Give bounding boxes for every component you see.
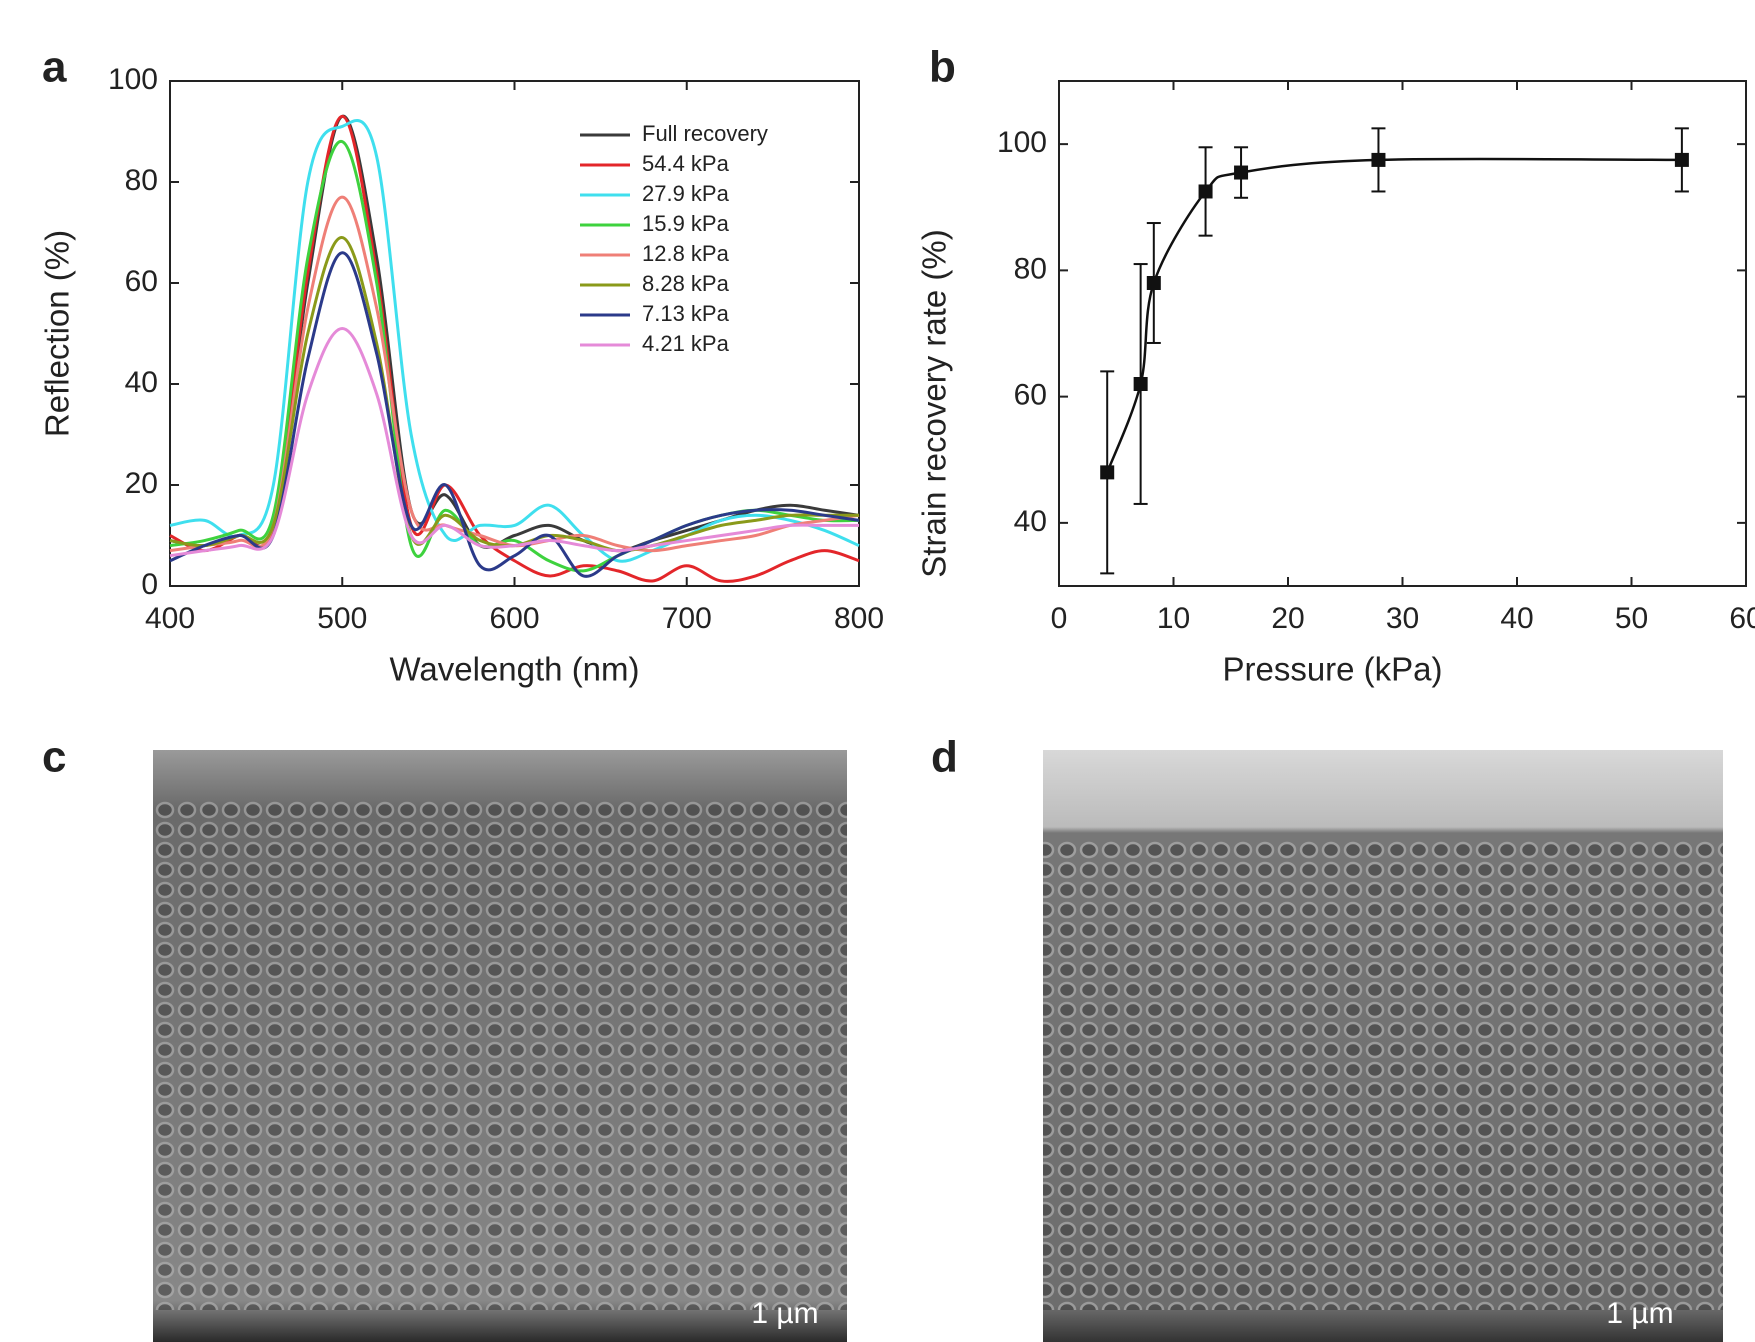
panel-label: a (42, 43, 67, 92)
y-tick-label: 0 (141, 568, 158, 601)
legend-label: 27.9 kPa (642, 181, 730, 206)
legend-label: 8.28 kPa (642, 271, 730, 296)
spectrum-line (169, 119, 860, 563)
x-tick-label: 20 (1271, 602, 1304, 635)
panel-label: c (42, 733, 66, 782)
spectrum-line (169, 236, 859, 553)
chart: a 400 500 600 700 800 0 20 40 60 80 100 Wavelength (… (39, 43, 884, 688)
chart: b 0 10 20 30 40 50 60 40 60 80 100 Pressure (kPa) Str… (916, 43, 1755, 688)
x-tick-label: 40 (1500, 602, 1533, 635)
panel-label: b (929, 43, 956, 92)
y-tick-label: 100 (108, 63, 158, 96)
legend-label: Full recovery (642, 121, 768, 146)
spectrum-line (169, 195, 860, 553)
data-point (1146, 276, 1161, 290)
x-tick-label: 800 (834, 602, 884, 635)
y-tick-label: 60 (1014, 379, 1047, 412)
x-tick-label: 0 (1051, 602, 1068, 635)
data-point (1100, 465, 1115, 480)
x-axis-label: Pressure (kPa) (1222, 651, 1442, 688)
fit-line (1106, 157, 1682, 473)
plot-frame (1058, 80, 1747, 587)
y-tick-label: 20 (125, 467, 158, 500)
x-tick-label: 500 (317, 602, 367, 635)
x-tick-label: 600 (489, 602, 539, 635)
scale-bar-label: 1 µm (751, 1297, 818, 1330)
y-tick-label: 60 (125, 265, 158, 298)
legend-label: 12.8 kPa (642, 241, 730, 266)
sem-image: 1 µm c (42, 733, 847, 1342)
x-tick-label: 10 (1157, 602, 1190, 635)
y-axis-label: Strain recovery rate (%) (916, 229, 953, 577)
x-tick-label: 400 (145, 602, 195, 635)
data-point (1133, 377, 1148, 391)
y-axis-label: Reflection (%) (39, 230, 76, 437)
data-point (1371, 152, 1386, 167)
x-axis-label: Wavelength (nm) (389, 651, 639, 688)
y-tick-label: 100 (997, 126, 1047, 159)
sem-texture (1043, 840, 1723, 1310)
y-tick-label: 80 (1014, 252, 1047, 285)
scale-bar-label: 1 µm (1606, 1297, 1673, 1330)
data-point (1198, 184, 1213, 199)
spectrum-line (169, 140, 860, 573)
y-tick-label: 40 (1014, 505, 1047, 538)
sem-image: 1 µm d (931, 733, 1723, 1342)
sem-texture (153, 800, 847, 1310)
legend-label: 4.21 kPa (642, 331, 730, 356)
x-tick-label: 700 (662, 602, 712, 635)
images: 1 µm c 1 µm d (42, 733, 1723, 1342)
x-tick-label: 30 (1386, 602, 1419, 635)
x-tick-label: 50 (1615, 602, 1648, 635)
y-tick-label: 40 (125, 366, 158, 399)
legend-label: 7.13 kPa (642, 301, 730, 326)
y-tick-label: 80 (125, 164, 158, 197)
legend-label: 54.4 kPa (642, 151, 730, 176)
data-point (1234, 165, 1249, 180)
panel-label: d (931, 733, 958, 782)
spectrum-line (169, 251, 860, 578)
data-point (1674, 152, 1689, 167)
x-tick-label: 60 (1729, 602, 1755, 635)
legend-label: 15.9 kPa (642, 211, 730, 236)
spectrum-line (169, 326, 859, 558)
